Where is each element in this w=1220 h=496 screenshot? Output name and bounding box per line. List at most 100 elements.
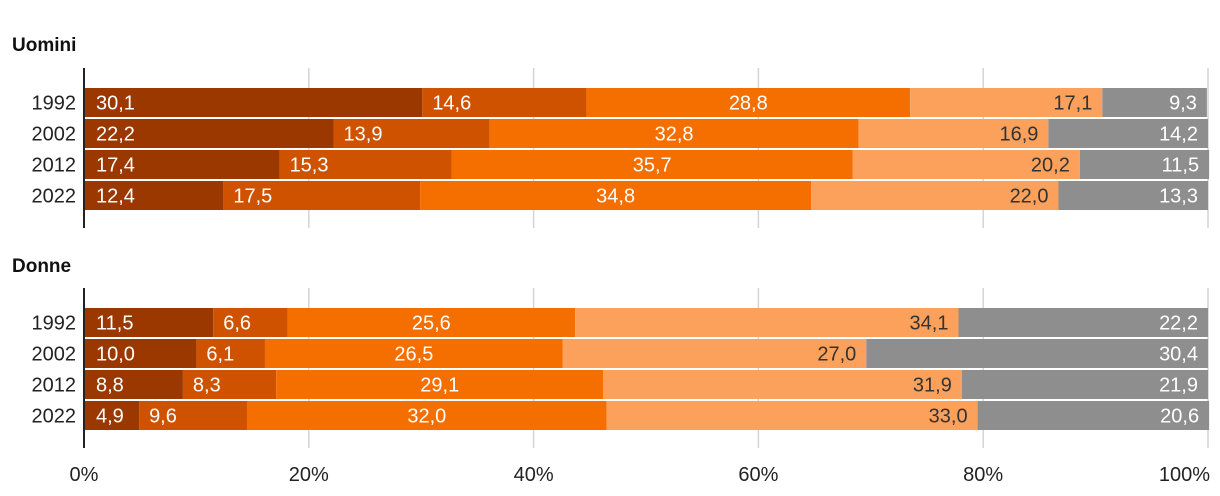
value-label: 8,3 (193, 375, 221, 397)
value-label: 11,5 (96, 313, 133, 335)
bar-segment (910, 88, 1103, 117)
x-tick-label: 60% (738, 464, 778, 486)
year-labels-uomini: 1992 2002 2012 2022 (32, 93, 77, 208)
bars-donne: 11,5 6,6 25,6 34,1 22,2 10,0 6,1 26,5 27,0 30,4 8,… (84, 308, 1210, 430)
value-label: 22,2 (1159, 313, 1198, 335)
bar-segment (84, 401, 140, 430)
x-tick-label: 40% (514, 464, 554, 486)
bar-segment (811, 181, 1059, 210)
bars-uomini: 30,1 14,6 28,8 17,1 9,3 22,2 13,9 32,8 16,9 14,2 1… (84, 88, 1210, 210)
value-label: 26,5 (394, 344, 433, 366)
bar-segment (139, 401, 247, 430)
bar-segment (1058, 181, 1208, 210)
value-label: 33,0 (929, 406, 968, 428)
value-label: 9,6 (149, 406, 177, 428)
bar-segment (287, 308, 576, 337)
bar-segment (223, 181, 421, 210)
value-label: 14,2 (1159, 124, 1198, 146)
x-tick-label: 100% (1159, 464, 1210, 486)
bar-segment (333, 119, 490, 148)
bar-segment (84, 181, 224, 210)
bar-segment (1048, 119, 1208, 148)
bar-segment (603, 370, 962, 399)
bar-segment (858, 119, 1049, 148)
bar-segment (977, 401, 1210, 430)
bar-segment (213, 308, 288, 337)
value-label: 35,7 (633, 155, 672, 177)
value-label: 32,8 (655, 124, 694, 146)
value-label: 6,1 (206, 344, 234, 366)
year-label: 2012 (32, 375, 77, 397)
bar-segment (606, 401, 978, 430)
bar-segment (575, 308, 959, 337)
bar-segment (1079, 150, 1210, 179)
value-label: 13,3 (1159, 186, 1198, 208)
value-label: 13,9 (344, 124, 383, 146)
value-label: 17,1 (1053, 93, 1092, 115)
value-label: 34,1 (910, 313, 949, 335)
bar-segment (84, 308, 214, 337)
bar-segment (422, 88, 587, 117)
panel-uomini: Uomini 30,1 14,6 28,8 17,1 9,3 22,2 13,9 32,8 16… (12, 35, 1210, 210)
bar-segment (276, 370, 604, 399)
bar-segment (489, 119, 859, 148)
panel-title-donne: Donne (12, 256, 71, 277)
value-label: 28,8 (729, 93, 768, 115)
bar-segment (84, 150, 280, 179)
value-label: 29,1 (420, 375, 459, 397)
value-label: 8,8 (96, 375, 124, 397)
bar-segment (562, 339, 867, 368)
bar-segment (264, 339, 563, 368)
x-tick-label: 20% (289, 464, 329, 486)
bar-segment (852, 150, 1080, 179)
x-tick-label: 0% (70, 464, 99, 486)
value-label: 11,5 (1162, 155, 1199, 177)
value-label: 22,2 (96, 124, 135, 146)
year-label: 2002 (32, 124, 77, 146)
bar-segment (84, 370, 183, 399)
bar-segment (866, 339, 1208, 368)
bar-segment (84, 339, 197, 368)
value-label: 21,9 (1159, 375, 1198, 397)
value-label: 20,2 (1031, 155, 1070, 177)
bar-segment (182, 370, 277, 399)
value-label: 12,4 (96, 186, 135, 208)
value-label: 15,3 (290, 155, 329, 177)
bar-segment (196, 339, 265, 368)
value-label: 25,6 (412, 313, 451, 335)
value-label: 31,9 (913, 375, 952, 397)
panel-title-uomini: Uomini (12, 35, 76, 56)
bar-segment (451, 150, 853, 179)
bar-segment (246, 401, 607, 430)
panel-donne: Donne 11,5 6,6 25,6 34,1 22,2 10,0 6,1 26,5 27,0… (12, 256, 1210, 430)
value-label: 16,9 (999, 124, 1038, 146)
value-label: 6,6 (223, 313, 251, 335)
value-label: 4,9 (96, 406, 124, 428)
bar-segment (84, 119, 334, 148)
value-label: 10,0 (96, 344, 135, 366)
x-tick-labels: 0% 20% 40% 60% 80% 100% (70, 464, 1211, 486)
value-label: 17,5 (233, 186, 272, 208)
value-label: 22,0 (1010, 186, 1049, 208)
value-label: 17,4 (96, 155, 135, 177)
year-labels-donne: 1992 2002 2012 2022 (32, 313, 77, 428)
bar-segment (1102, 88, 1207, 117)
year-label: 1992 (32, 93, 77, 115)
value-label: 30,1 (96, 93, 135, 115)
year-label: 2022 (32, 406, 77, 428)
bar-segment (958, 308, 1208, 337)
value-label: 9,3 (1169, 93, 1197, 115)
year-label: 1992 (32, 313, 77, 335)
value-label: 30,4 (1159, 344, 1198, 366)
value-label: 20,6 (1160, 406, 1199, 428)
year-label: 2022 (32, 186, 77, 208)
bar-segment (279, 150, 452, 179)
year-label: 2002 (32, 344, 77, 366)
year-label: 2012 (32, 155, 77, 177)
x-tick-label: 80% (963, 464, 1003, 486)
bar-segment (961, 370, 1208, 399)
value-label: 34,8 (596, 186, 635, 208)
value-label: 14,6 (432, 93, 471, 115)
bar-segment (84, 88, 423, 117)
